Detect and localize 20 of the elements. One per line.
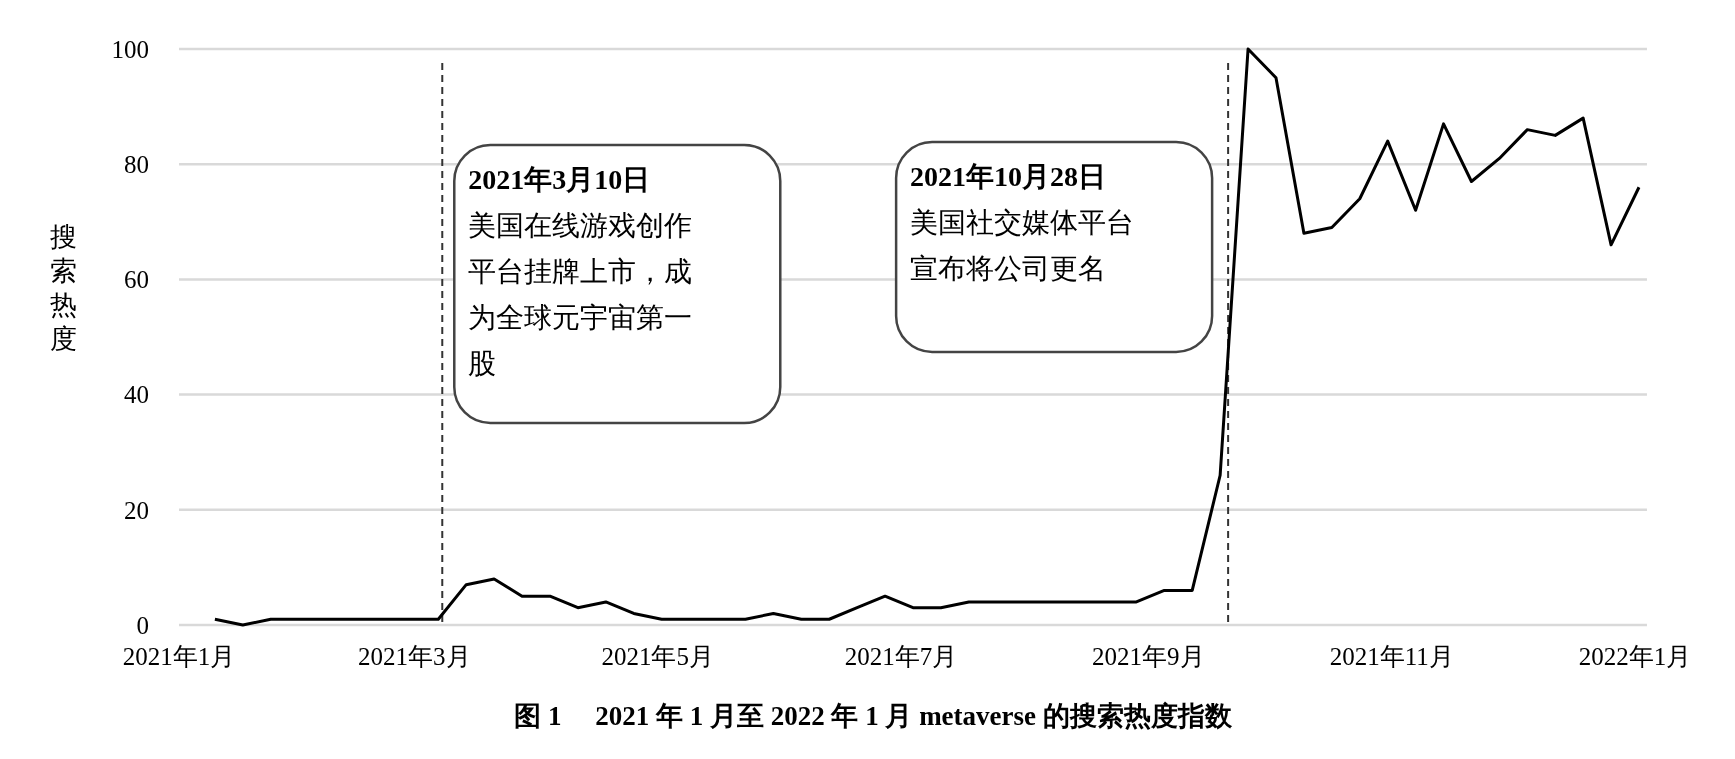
annotation: 美国社交媒体平台宣布将公司更名 — [910, 207, 1135, 284]
y-axis-title: 搜索热度 — [49, 222, 77, 354]
annotation: 2021年10月28日 — [910, 161, 1107, 192]
annotation: 美国在线游戏创作平台挂牌上市，成为全球元宇宙第一股 — [468, 210, 693, 379]
y-tick-label: 80 — [124, 150, 149, 178]
x-tick-label: 2021年5月 — [601, 643, 714, 670]
y-tick-label: 20 — [124, 496, 149, 524]
x-tick-label: 2021年7月 — [844, 643, 958, 670]
x-tick-label: 2021年9月 — [1092, 643, 1205, 670]
line-series — [213, 47, 1641, 627]
annotation: 2021年3月10日 — [468, 164, 651, 195]
y-tick-label: 0 — [136, 611, 149, 639]
x-tick-label: 2021年11月 — [1329, 643, 1454, 670]
text: 图 1 2021 年 1 月至 2022 年 1 月 metaverse 的搜索热度指数 — [514, 701, 1233, 731]
x-tick-label: 2021年3月 — [358, 643, 471, 670]
y-tick-label: 100 — [111, 35, 149, 63]
y-tick-label: 40 — [124, 381, 149, 409]
y-tick-label: 60 — [124, 266, 149, 294]
x-tick-label: 2022年1月 — [1578, 643, 1692, 670]
x-tick-label: 2021年1月 — [122, 643, 236, 670]
